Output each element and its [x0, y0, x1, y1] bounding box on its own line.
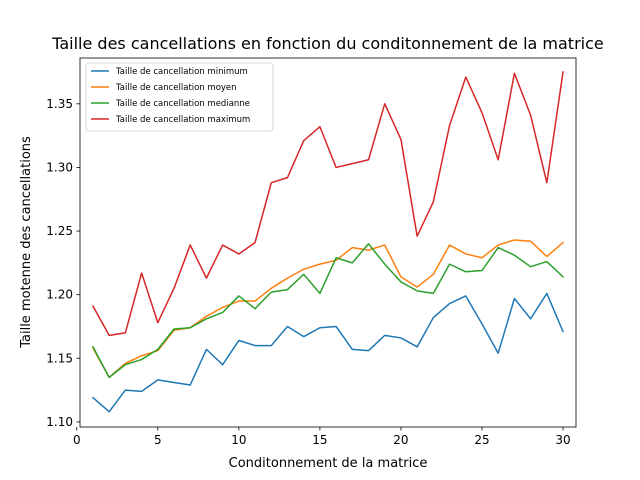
plot-area: 0 5 10 15 20 25 30 1.10 1.15 1.20 1.25 1.30 1.35 — [46, 57, 577, 447]
y-axis-label: Taille motenne des cancellations — [19, 136, 34, 349]
y-tick-label: 1.35 — [46, 97, 73, 111]
legend: Taille de cancellation minimum Taille de … — [85, 62, 274, 132]
legend-label-3: Taille de cancellation maximum — [115, 115, 250, 125]
legend-label-2: Taille de cancellation medianne — [115, 99, 250, 109]
y-tick-label: 1.15 — [46, 351, 73, 365]
x-tick-label: 15 — [312, 433, 327, 447]
legend-label-1: Taille de cancellation moyen — [115, 83, 237, 93]
x-tick-label: 25 — [474, 433, 489, 447]
legend-label-0: Taille de cancellation minimum — [115, 67, 248, 77]
chart-title: Taille des cancellations en fonction du … — [51, 34, 604, 53]
series-line-0 — [91, 292, 565, 413]
x-axis-label: Conditonnement de la matrice — [229, 456, 428, 471]
series-line-1 — [91, 239, 565, 379]
y-tick-label: 1.10 — [46, 415, 73, 429]
x-tick-label: 0 — [73, 433, 81, 447]
x-tick-label: 10 — [231, 433, 246, 447]
y-tick-label: 1.30 — [46, 160, 73, 174]
x-tick-label: 5 — [154, 433, 162, 447]
series-line-2 — [91, 243, 565, 379]
y-tick-label: 1.25 — [46, 224, 73, 238]
x-tick-label: 20 — [393, 433, 408, 447]
legend-box — [85, 62, 274, 132]
axes-frame — [79, 57, 577, 428]
series-line-3 — [91, 71, 564, 337]
x-tick-label: 30 — [555, 433, 570, 447]
y-tick-label: 1.20 — [46, 288, 73, 302]
